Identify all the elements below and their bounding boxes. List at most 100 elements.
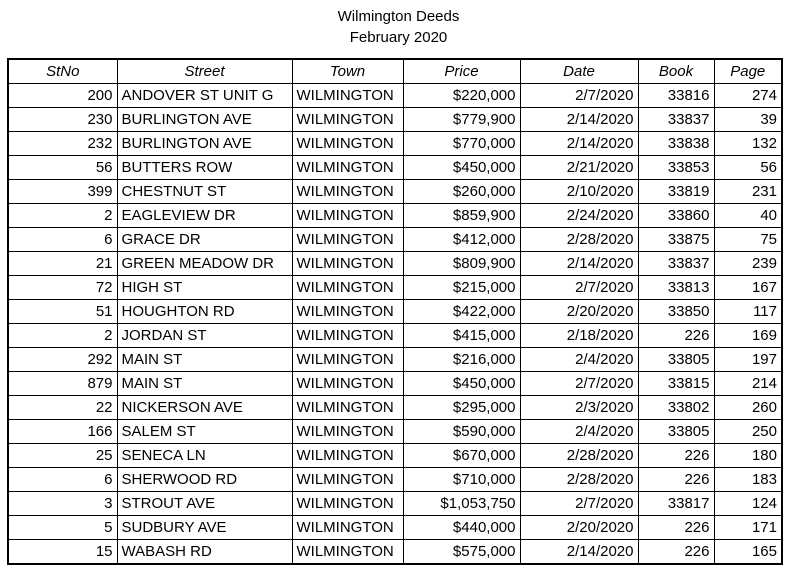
- cell-street: BURLINGTON AVE: [116, 107, 293, 132]
- cell-date: 2/14/2020: [519, 131, 639, 156]
- cell-book: 226: [637, 539, 715, 565]
- cell-street: EAGLEVIEW DR: [116, 203, 293, 228]
- cell-town: WILMINGTON: [291, 107, 404, 132]
- cell-price: $422,000: [402, 299, 521, 324]
- cell-town: WILMINGTON: [291, 203, 404, 228]
- table-row: 3 STROUT AVE WILMINGTON $1,053,750 2/7/2020 3…: [7, 491, 783, 516]
- cell-stno: 72: [7, 275, 118, 300]
- column-header-stno: StNo: [7, 58, 118, 84]
- cell-stno: 399: [7, 179, 118, 204]
- table-row: 6 SHERWOOD RD WILMINGTON $710,000 2/28/2020 2…: [7, 467, 783, 492]
- table-row: 21 GREEN MEADOW DR WILMINGTON $809,900 2/14/…: [7, 251, 783, 276]
- cell-date: 2/28/2020: [519, 443, 639, 468]
- cell-price: $770,000: [402, 131, 521, 156]
- cell-street: CHESTNUT ST: [116, 179, 293, 204]
- cell-page: 231: [713, 179, 783, 204]
- column-header-date: Date: [519, 58, 639, 84]
- cell-book: 226: [637, 443, 715, 468]
- cell-date: 2/18/2020: [519, 323, 639, 348]
- cell-book: 33837: [637, 107, 715, 132]
- deeds-table: StNo Street Town Price Date Book Page 20…: [7, 58, 783, 565]
- page-title: Wilmington Deeds: [337, 8, 460, 25]
- page-subtitle: February 2020: [349, 29, 448, 46]
- cell-date: 2/4/2020: [519, 419, 639, 444]
- cell-price: $859,900: [402, 203, 521, 228]
- cell-book: 33837: [637, 251, 715, 276]
- cell-town: WILMINGTON: [291, 539, 404, 565]
- cell-book: 33816: [637, 83, 715, 108]
- cell-book: 226: [637, 323, 715, 348]
- cell-street: JORDAN ST: [116, 323, 293, 348]
- cell-price: $220,000: [402, 83, 521, 108]
- table-row: 166 SALEM ST WILMINGTON $590,000 2/4/2020 338…: [7, 419, 783, 444]
- cell-date: 2/14/2020: [519, 251, 639, 276]
- cell-town: WILMINGTON: [291, 275, 404, 300]
- cell-price: $412,000: [402, 227, 521, 252]
- cell-town: WILMINGTON: [291, 179, 404, 204]
- cell-book: 33817: [637, 491, 715, 516]
- table-row: 5 SUDBURY AVE WILMINGTON $440,000 2/20/2020 2…: [7, 515, 783, 540]
- cell-page: 132: [713, 131, 783, 156]
- title-block: Wilmington Deeds February 2020: [0, 6, 797, 48]
- cell-page: 274: [713, 83, 783, 108]
- cell-stno: 166: [7, 419, 118, 444]
- cell-price: $670,000: [402, 443, 521, 468]
- cell-street: HOUGHTON RD: [116, 299, 293, 324]
- table-row: 15 WABASH RD WILMINGTON $575,000 2/14/2020 22…: [7, 539, 783, 565]
- cell-street: NICKERSON AVE: [116, 395, 293, 420]
- table-row: 72 HIGH ST WILMINGTON $215,000 2/7/2020 33813…: [7, 275, 783, 300]
- cell-town: WILMINGTON: [291, 83, 404, 108]
- column-header-town: Town: [291, 58, 404, 84]
- cell-price: $450,000: [402, 371, 521, 396]
- cell-date: 2/20/2020: [519, 299, 639, 324]
- cell-stno: 232: [7, 131, 118, 156]
- cell-book: 33819: [637, 179, 715, 204]
- cell-page: 167: [713, 275, 783, 300]
- cell-date: 2/14/2020: [519, 107, 639, 132]
- cell-town: WILMINGTON: [291, 131, 404, 156]
- cell-stno: 292: [7, 347, 118, 372]
- cell-date: 2/28/2020: [519, 467, 639, 492]
- table-row: 51 HOUGHTON RD WILMINGTON $422,000 2/20/2020…: [7, 299, 783, 324]
- cell-town: WILMINGTON: [291, 467, 404, 492]
- cell-town: WILMINGTON: [291, 443, 404, 468]
- cell-price: $450,000: [402, 155, 521, 180]
- cell-page: 75: [713, 227, 783, 252]
- cell-book: 33813: [637, 275, 715, 300]
- cell-book: 33860: [637, 203, 715, 228]
- cell-stno: 3: [7, 491, 118, 516]
- cell-page: 214: [713, 371, 783, 396]
- cell-date: 2/21/2020: [519, 155, 639, 180]
- cell-stno: 879: [7, 371, 118, 396]
- cell-town: WILMINGTON: [291, 515, 404, 540]
- cell-date: 2/7/2020: [519, 83, 639, 108]
- cell-page: 180: [713, 443, 783, 468]
- cell-street: WABASH RD: [116, 539, 293, 565]
- cell-page: 39: [713, 107, 783, 132]
- cell-price: $1,053,750: [402, 491, 521, 516]
- cell-stno: 2: [7, 323, 118, 348]
- cell-stno: 6: [7, 467, 118, 492]
- cell-page: 197: [713, 347, 783, 372]
- cell-street: MAIN ST: [116, 347, 293, 372]
- cell-book: 33850: [637, 299, 715, 324]
- cell-town: WILMINGTON: [291, 419, 404, 444]
- cell-street: MAIN ST: [116, 371, 293, 396]
- cell-date: 2/7/2020: [519, 491, 639, 516]
- cell-book: 33875: [637, 227, 715, 252]
- cell-date: 2/4/2020: [519, 347, 639, 372]
- cell-price: $216,000: [402, 347, 521, 372]
- cell-price: $779,900: [402, 107, 521, 132]
- cell-price: $590,000: [402, 419, 521, 444]
- cell-town: WILMINGTON: [291, 251, 404, 276]
- cell-price: $415,000: [402, 323, 521, 348]
- cell-stno: 21: [7, 251, 118, 276]
- cell-price: $575,000: [402, 539, 521, 565]
- cell-town: WILMINGTON: [291, 491, 404, 516]
- cell-price: $295,000: [402, 395, 521, 420]
- cell-date: 2/7/2020: [519, 371, 639, 396]
- table-row: 292 MAIN ST WILMINGTON $216,000 2/4/2020 3380…: [7, 347, 783, 372]
- table-row: 232 BURLINGTON AVE WILMINGTON $770,000 2/14/…: [7, 131, 783, 156]
- table-row: 200 ANDOVER ST UNIT G WILMINGTON $220,000 2/…: [7, 83, 783, 108]
- cell-price: $215,000: [402, 275, 521, 300]
